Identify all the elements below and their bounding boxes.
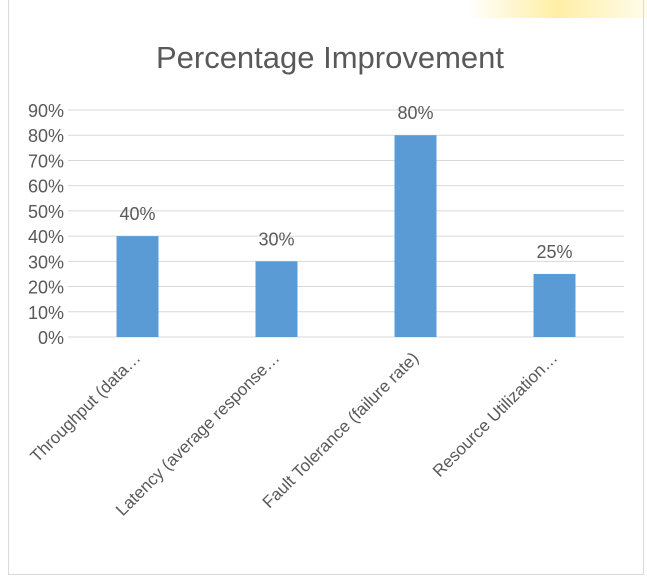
y-tick-label: 10% bbox=[28, 303, 64, 323]
x-tick-label: Resource Utilization… bbox=[429, 348, 561, 480]
y-tick-label: 40% bbox=[28, 227, 64, 247]
y-tick-label: 30% bbox=[28, 252, 64, 272]
data-labels: 40% 30% 80% 25% bbox=[119, 103, 572, 262]
chart-title: Percentage Improvement bbox=[156, 40, 504, 75]
x-tick-label: Throughput (data… bbox=[27, 348, 145, 466]
x-tick-label: Latency (average response… bbox=[112, 348, 283, 519]
data-label: 40% bbox=[119, 204, 155, 224]
watermark-strip bbox=[467, 0, 647, 18]
x-axis-ticks: Throughput (data…Latency (average respon… bbox=[27, 348, 562, 519]
y-tick-label: 90% bbox=[28, 101, 64, 121]
bar bbox=[255, 261, 298, 337]
gridlines bbox=[68, 109, 624, 338]
y-tick-label: 80% bbox=[28, 126, 64, 146]
bar bbox=[533, 273, 576, 337]
y-tick-label: 50% bbox=[28, 202, 64, 222]
data-label: 25% bbox=[536, 242, 572, 262]
bar bbox=[394, 135, 437, 337]
y-tick-label: 0% bbox=[38, 328, 64, 348]
bar bbox=[116, 236, 159, 337]
y-tick-label: 20% bbox=[28, 278, 64, 298]
x-tick-label: Fault Tolerance (failure rate) bbox=[259, 348, 423, 512]
y-tick-label: 70% bbox=[28, 151, 64, 171]
bars bbox=[116, 135, 576, 337]
y-tick-label: 60% bbox=[28, 177, 64, 197]
y-axis-ticks: 0% 10% 20% 30% 40% 50% 60% 70% 80% 90% bbox=[28, 101, 64, 348]
data-label: 30% bbox=[258, 229, 294, 249]
data-label: 80% bbox=[397, 103, 433, 123]
